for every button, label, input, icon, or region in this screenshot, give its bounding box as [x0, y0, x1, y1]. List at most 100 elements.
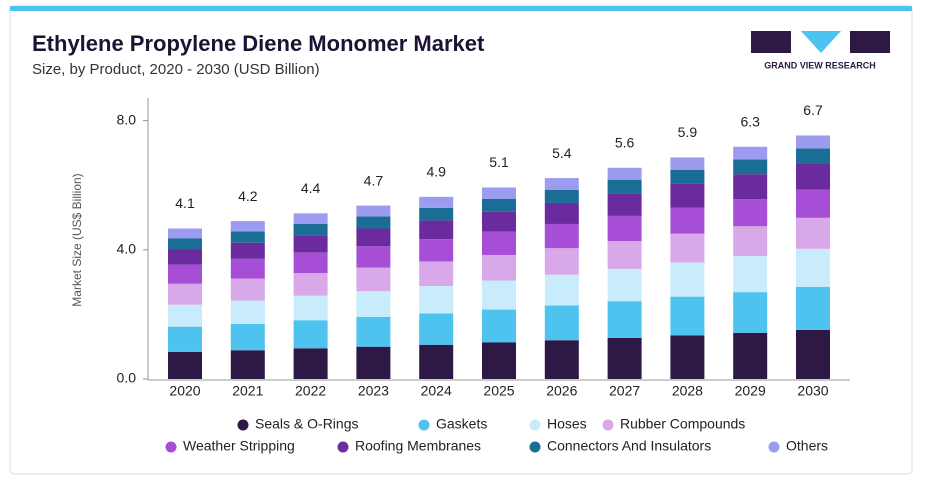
total-label: 5.4	[552, 145, 572, 161]
bar-segment	[293, 295, 328, 321]
bar-segment	[419, 285, 454, 314]
bar-segment	[230, 242, 265, 259]
bar-segment	[733, 226, 768, 256]
bar-segment	[733, 255, 768, 293]
bar-segment	[168, 249, 202, 265]
bar-segment	[733, 199, 768, 227]
bar-segment	[796, 163, 830, 190]
legend-swatch	[337, 441, 349, 453]
bar-segment	[607, 241, 642, 269]
legend-swatch	[418, 419, 430, 431]
x-tick-label: 2025	[483, 383, 514, 399]
bar-segment	[230, 221, 265, 232]
bar-segment	[168, 304, 202, 327]
brand-name: GRAND VIEW RESEARCH	[764, 60, 876, 70]
bar-segment	[168, 351, 202, 379]
total-label: 6.3	[740, 113, 760, 129]
bar-segment	[356, 216, 391, 229]
bar-segment	[796, 189, 830, 218]
total-label: 4.9	[426, 164, 446, 180]
bar-segment	[293, 252, 328, 274]
bar-segment	[670, 233, 705, 263]
bar-segment	[544, 178, 579, 190]
y-tick-label: 4.0	[117, 241, 137, 257]
bar-segment	[168, 228, 202, 239]
bar-segment	[544, 202, 579, 224]
bar-segment	[607, 193, 642, 216]
bar-segment	[482, 342, 516, 379]
bar-segment	[419, 196, 454, 208]
bar-segment	[670, 157, 705, 170]
legend-swatch	[768, 441, 780, 453]
y-tick-label: 0.0	[117, 370, 137, 386]
bar-segment	[419, 239, 454, 262]
bar-segment	[293, 273, 328, 296]
bar-segment	[419, 313, 454, 345]
bar-segment	[293, 213, 328, 224]
bar-segment	[670, 183, 705, 208]
bar-segment	[607, 337, 642, 379]
legend-label: Others	[786, 438, 828, 454]
bar-segment	[733, 292, 768, 333]
legend-label: Hoses	[547, 416, 587, 432]
total-label: 4.1	[175, 195, 195, 211]
bar-segment	[356, 346, 391, 379]
bar-segment	[293, 235, 328, 253]
bar-segment	[482, 211, 516, 232]
bar-segment	[293, 348, 328, 379]
bar-segment	[670, 335, 705, 379]
bar-segment	[544, 340, 579, 379]
bar-segment	[419, 207, 454, 221]
bar-segment	[230, 231, 265, 243]
x-tick-label: 2026	[546, 383, 577, 399]
logo-block	[751, 31, 791, 53]
bar-segment	[670, 169, 705, 184]
legend-label: Weather Stripping	[183, 438, 295, 454]
logo: GRAND VIEW RESEARCH	[751, 31, 890, 70]
bar-segment	[733, 146, 768, 160]
total-label: 5.1	[489, 154, 509, 170]
bar-segment	[733, 332, 768, 379]
bar-segment	[356, 228, 391, 247]
bar-segment	[544, 305, 579, 341]
bar-segment	[230, 300, 265, 324]
bar-segment	[482, 198, 516, 212]
bar-segment	[419, 220, 454, 240]
legend-label: Rubber Compounds	[620, 416, 745, 432]
legend-swatch	[165, 441, 177, 453]
x-tick-label: 2021	[232, 383, 263, 399]
legend-swatch	[602, 419, 614, 431]
bar-segment	[796, 248, 830, 287]
total-label: 5.6	[615, 134, 635, 150]
bar-segment	[796, 135, 830, 149]
bar-segment	[230, 350, 265, 379]
legend-swatch	[529, 441, 541, 453]
bar-segment	[544, 223, 579, 249]
chart-title: Ethylene Propylene Diene Monomer Market	[32, 31, 485, 56]
bar-segment	[230, 258, 265, 279]
bar-segment	[482, 254, 516, 281]
total-label: 4.4	[301, 180, 321, 196]
bar-segment	[607, 301, 642, 338]
total-label: 5.9	[678, 124, 698, 140]
bar-segment	[168, 283, 202, 305]
legend-swatch	[529, 419, 541, 431]
bar-segment	[482, 309, 516, 343]
x-tick-label: 2023	[358, 383, 389, 399]
bar-segment	[356, 246, 391, 268]
bar-segment	[796, 148, 830, 164]
legend-label: Seals & O-Rings	[255, 416, 358, 432]
bar-segment	[607, 167, 642, 180]
legend-label: Connectors And Insulators	[547, 438, 711, 454]
bar-segment	[670, 262, 705, 297]
bar-segment	[293, 320, 328, 349]
total-label: 4.2	[238, 188, 258, 204]
legend-label: Gaskets	[436, 416, 487, 432]
y-tick-label: 8.0	[117, 111, 137, 127]
bar-segment	[482, 231, 516, 255]
total-label: 6.7	[803, 102, 823, 118]
legend-label: Roofing Membranes	[355, 438, 481, 454]
bar-segment	[356, 316, 391, 347]
chart-subtitle: Size, by Product, 2020 - 2030 (USD Billi…	[32, 61, 320, 78]
bar-segment	[230, 278, 265, 301]
